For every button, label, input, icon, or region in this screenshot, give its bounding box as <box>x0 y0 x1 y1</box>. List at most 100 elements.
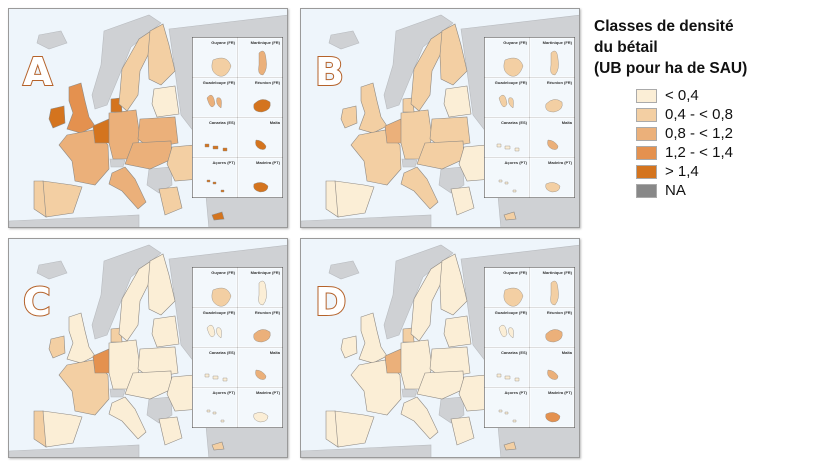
region-baltics <box>443 85 472 118</box>
legend-item: > 1,4 <box>636 162 699 181</box>
non-eu-land <box>91 244 162 340</box>
region-portugal <box>33 410 47 448</box>
legend-item: 0,4 - < 0,8 <box>636 105 733 124</box>
inset-region <box>550 50 559 76</box>
inset-label: Guadeloupe (FR) <box>203 310 236 315</box>
legend-label: NA <box>665 182 686 199</box>
region-spain <box>334 180 375 218</box>
inset-map: Açores (PT) <box>484 157 530 198</box>
region-cyprus <box>211 441 225 451</box>
region-uk <box>66 82 96 134</box>
inset-label: Réunion (FR) <box>255 80 281 85</box>
inset-region <box>204 373 228 382</box>
inset-map: Guadeloupe (FR) <box>192 307 238 348</box>
inset-region <box>496 143 520 152</box>
inset-label: Martinique (FR) <box>543 270 573 275</box>
inset-map: Açores (PT) <box>192 157 238 198</box>
inset-label: Madeira (PT) <box>548 160 573 165</box>
inset-map: Madeira (PT) <box>237 157 283 198</box>
inset-region <box>206 409 225 423</box>
inset-map: Martinique (FR) <box>529 267 575 308</box>
region-benelux <box>384 118 403 144</box>
inset-label: Martinique (FR) <box>251 40 281 45</box>
inset-region <box>253 182 269 193</box>
inset-map: Guadeloupe (FR) <box>484 77 530 118</box>
legend-title-line: du bétail <box>594 39 658 56</box>
region-italy <box>400 166 439 210</box>
inset-map: Madeira (PT) <box>237 387 283 428</box>
map-panel-a: Guyane (FR) Martinique (FR) Guadeloupe (FR… <box>8 8 288 228</box>
non-eu-land <box>383 244 454 340</box>
legend-swatch <box>636 126 657 141</box>
non-eu-land <box>301 444 432 457</box>
europe-map: Guyane (FR) Martinique (FR) Guadeloupe (FR… <box>9 244 287 457</box>
region-uk <box>66 312 96 364</box>
panel-letter: D <box>315 280 347 324</box>
legend-swatch <box>636 88 657 103</box>
legend-swatch <box>636 164 657 179</box>
region-ireland <box>48 335 66 359</box>
inset-label: Réunion (FR) <box>547 310 573 315</box>
legend-title-line: Classes de densité <box>594 18 734 35</box>
inset-map: Réunion (FR) <box>529 307 575 348</box>
region-cyprus <box>211 211 225 221</box>
inset-region <box>206 179 225 193</box>
non-eu-land <box>383 14 454 110</box>
region-finland <box>439 23 468 86</box>
legend-swatch <box>636 145 657 160</box>
map-panel-b: Guyane (FR) Martinique (FR) Guadeloupe (FR… <box>300 8 580 228</box>
inset-region <box>255 139 267 150</box>
inset-label: Açores (PT) <box>505 160 528 165</box>
inset-label: Guadeloupe (FR) <box>495 310 528 315</box>
inset-label: Madeira (PT) <box>548 390 573 395</box>
inset-label: Réunion (FR) <box>547 80 573 85</box>
legend-label: > 1,4 <box>665 163 699 180</box>
legend-title-line: (UB pour ha de SAU) <box>594 60 748 77</box>
legend-label: 0,4 - < 0,8 <box>665 106 733 123</box>
inset-label: Açores (PT) <box>213 390 236 395</box>
inset-map: Malta <box>529 347 575 388</box>
europe-map: Guyane (FR) Martinique (FR) Guadeloupe (FR… <box>301 244 579 457</box>
inset-map: Guyane (FR) <box>484 267 530 308</box>
region-ireland <box>340 105 358 129</box>
inset-map: Canarias (ES) <box>484 117 530 158</box>
region-cyprus <box>503 441 517 451</box>
region-cyprus <box>503 211 517 221</box>
map-panel-c: Guyane (FR) Martinique (FR) Guadeloupe (FR… <box>8 238 288 458</box>
inset-region <box>206 324 222 339</box>
inset-label: Guyane (FR) <box>211 270 235 275</box>
legend-item: 1,2 - < 1,4 <box>636 143 733 162</box>
inset-map: Guadeloupe (FR) <box>484 307 530 348</box>
non-eu-land <box>109 388 126 398</box>
inset-region <box>498 94 514 109</box>
inset-region <box>547 369 559 380</box>
region-italy <box>108 396 147 440</box>
non-eu-land <box>9 444 140 457</box>
inset-map: Guyane (FR) <box>484 37 530 78</box>
non-eu-land <box>401 158 418 168</box>
inset-map: Malta <box>237 347 283 388</box>
inset-region <box>255 369 267 380</box>
inset-region <box>211 287 232 307</box>
region-italy <box>108 166 147 210</box>
inset-label: Açores (PT) <box>505 390 528 395</box>
inset-map: Martinique (FR) <box>237 37 283 78</box>
inset-map: Madeira (PT) <box>529 387 575 428</box>
inset-label: Malta <box>562 120 573 125</box>
legend-item: < 0,4 <box>636 86 699 105</box>
inset-map: Canarias (ES) <box>192 347 238 388</box>
region-baltics <box>443 315 472 348</box>
region-italy <box>400 396 439 440</box>
inset-region <box>498 324 514 339</box>
inset-map: Malta <box>529 117 575 158</box>
region-finland <box>147 253 176 316</box>
inset-label: Guyane (FR) <box>211 40 235 45</box>
region-uk <box>358 82 388 134</box>
inset-map: Réunion (FR) <box>237 77 283 118</box>
inset-map: Madeira (PT) <box>529 157 575 198</box>
inset-label: Madeira (PT) <box>256 160 281 165</box>
non-eu-land <box>9 214 140 227</box>
region-benelux <box>384 348 403 374</box>
inset-region <box>496 373 520 382</box>
region-central <box>124 370 173 400</box>
